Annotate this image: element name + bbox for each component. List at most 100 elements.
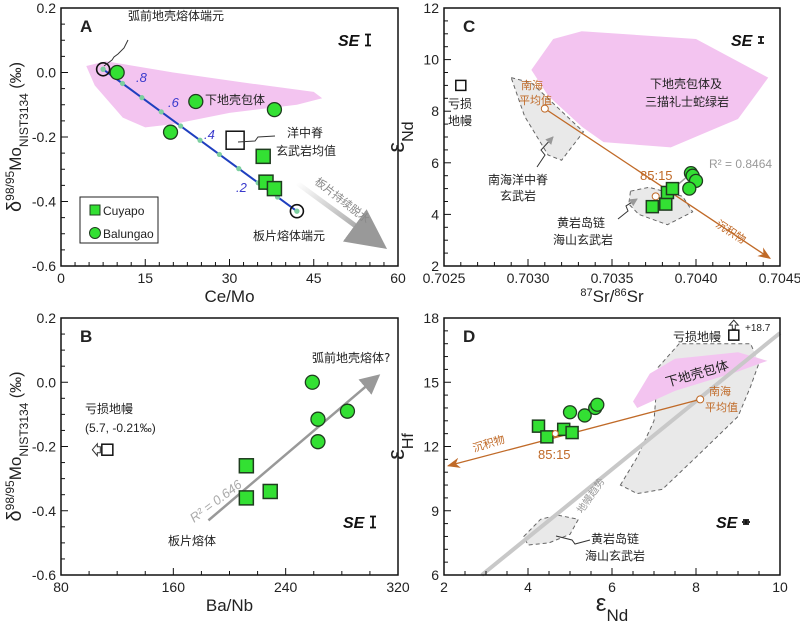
y-tick-label: -0.6	[32, 258, 56, 274]
panel-a: 0 15 30 45 60 0.2 0.0 -0.2 -0.4 -0.6 Ce/Mo δ98/95Mo…	[3, 0, 406, 306]
data-point-cuyapo	[540, 430, 554, 444]
y-tick-label: 0.2	[37, 310, 57, 326]
x-axis-label: Ce/Mo	[204, 287, 254, 306]
x-tick-label: 320	[386, 579, 410, 595]
y-label-main: ε	[383, 449, 410, 460]
scs-mean-label: 南海	[709, 384, 731, 398]
panel-c: 0.7025 0.7030 0.7035 0.7040 0.70451210864287…	[383, 0, 800, 306]
y-tick-label: 12	[423, 439, 439, 455]
y-axis-label: εNd	[383, 121, 417, 152]
data-point-balungao	[577, 408, 592, 423]
x-tick-label: 10	[772, 579, 788, 595]
data-point-balungao	[109, 64, 125, 81]
error-bar-icon	[742, 519, 750, 525]
mix-ratio-label: 85:15	[538, 447, 571, 462]
lower-crust-label: 下地壳包体及	[650, 77, 722, 91]
mixing-fraction-label: .4	[204, 127, 215, 142]
data-point-balungao	[339, 403, 356, 419]
r-squared-label: R² = 0.8464	[709, 157, 772, 171]
depleted-mantle-label: 亏损	[448, 97, 472, 111]
y-label-pre: δ	[4, 201, 26, 212]
panel-letter: C	[463, 17, 475, 36]
y-label-sub: NIST3134	[17, 93, 31, 147]
x-tick-label: 0.7045	[759, 270, 800, 286]
scs-field	[619, 343, 760, 495]
depleted-mantle-label: 亏损地幔	[85, 401, 133, 416]
scs-mean-label: 平均值	[705, 401, 738, 414]
y-label-sub: NIST3134	[17, 402, 31, 456]
lower-crust-label: 下地壳包体	[205, 93, 265, 107]
leader-line	[555, 535, 591, 545]
data-point-cuyapo	[665, 181, 680, 196]
data-point-cuyapo	[266, 180, 283, 197]
y-axis-label: δ98/95MoNIST3134 (‰)	[3, 372, 31, 522]
x-tick-label: 0.7035	[591, 270, 634, 286]
y-label-pre: δ	[4, 510, 26, 521]
data-point-balungao	[266, 101, 283, 118]
legend-square-icon	[89, 204, 101, 216]
data-point-balungao	[310, 411, 326, 427]
mix-ratio-label: 85:15	[640, 168, 673, 183]
trend-arrow	[207, 374, 381, 522]
x-label-sub: Nd	[606, 606, 628, 624]
x-label-part: Sr	[627, 287, 644, 306]
endmember-center-dot	[100, 66, 106, 72]
endmember-marker	[95, 61, 111, 77]
r-squared-label: R² = 0.646	[187, 476, 245, 525]
legend-label-cuyapo: Cuyapo	[103, 204, 145, 218]
error-bar-icon	[370, 515, 376, 529]
mixing-step-dot	[236, 166, 242, 172]
x-tick-label: 45	[306, 270, 322, 286]
data-point-cuyapo	[255, 148, 271, 165]
scs-mean-label: 平均值	[519, 94, 552, 107]
x-tick-label: 2	[440, 579, 448, 595]
lower-crust-field	[86, 61, 323, 128]
data-point-cuyapo	[262, 483, 278, 500]
y-label-post: (‰)	[8, 372, 25, 403]
panel-d: 2 4 6 8 1018151296εNdεHfDSE亏损地幔+18.7下地壳包体南海平…	[383, 310, 788, 624]
panel-b: 80 160 240 320 0.2 0.0 -0.2 -0.4 -0.6 Ba/Nb δ98/95…	[3, 310, 410, 615]
x-axis-label: 87Sr/86Sr	[580, 287, 644, 306]
x-label-part: 86	[614, 287, 626, 299]
leader-line	[237, 135, 276, 143]
x-axis-label: Ba/Nb	[206, 596, 253, 615]
data-point-cuyapo	[531, 419, 546, 433]
y-axis-label: εHf	[383, 433, 417, 460]
slab-melt-label: 板片熔体	[168, 533, 216, 548]
x-tick-label: 60	[390, 270, 406, 286]
data-point-balungao	[590, 397, 605, 412]
data-point-balungao	[310, 434, 326, 450]
depleted-mantle-marker	[101, 443, 114, 456]
leader-line	[617, 198, 638, 220]
y-label-sup: 98/95	[3, 170, 17, 200]
y-label-main: ε	[383, 142, 410, 153]
y-tick-label: 0.2	[37, 0, 57, 16]
morb-mean-label: 洋中脊	[287, 125, 323, 140]
y-label-post: (‰)	[8, 62, 25, 93]
arrow-left-icon	[91, 442, 101, 458]
y-axis-label: δ98/95MoNIST3134 (‰)	[3, 62, 31, 212]
depleted-mantle-value: +18.7	[745, 323, 771, 334]
x-tick-label: 0.7030	[507, 270, 550, 286]
endmember-center-dot	[294, 208, 300, 214]
endmember-marker	[289, 203, 305, 219]
mixing-step-dot	[119, 80, 126, 87]
y-tick-label: 12	[423, 0, 439, 16]
mixing-step-dot	[158, 109, 164, 115]
data-point-cuyapo	[645, 199, 660, 214]
x-tick-label: 8	[692, 579, 700, 595]
y-tick-label: 4	[431, 206, 439, 222]
y-tick-label: 6	[431, 155, 439, 171]
data-point-balungao	[188, 93, 204, 110]
depleted-mantle-marker	[728, 329, 740, 341]
data-point-balungao	[562, 405, 578, 420]
error-bar-icon	[758, 36, 764, 44]
mantle-trend-line	[480, 331, 782, 577]
y-label-sub: Nd	[400, 121, 417, 141]
depleted-mantle-marker	[455, 79, 467, 92]
x-tick-label: 240	[274, 579, 298, 595]
scs-mean-marker	[696, 395, 705, 404]
mix-point-marker	[551, 430, 559, 438]
y-tick-label: -0.2	[32, 129, 56, 145]
x-tick-label: 0.7025	[423, 270, 466, 286]
